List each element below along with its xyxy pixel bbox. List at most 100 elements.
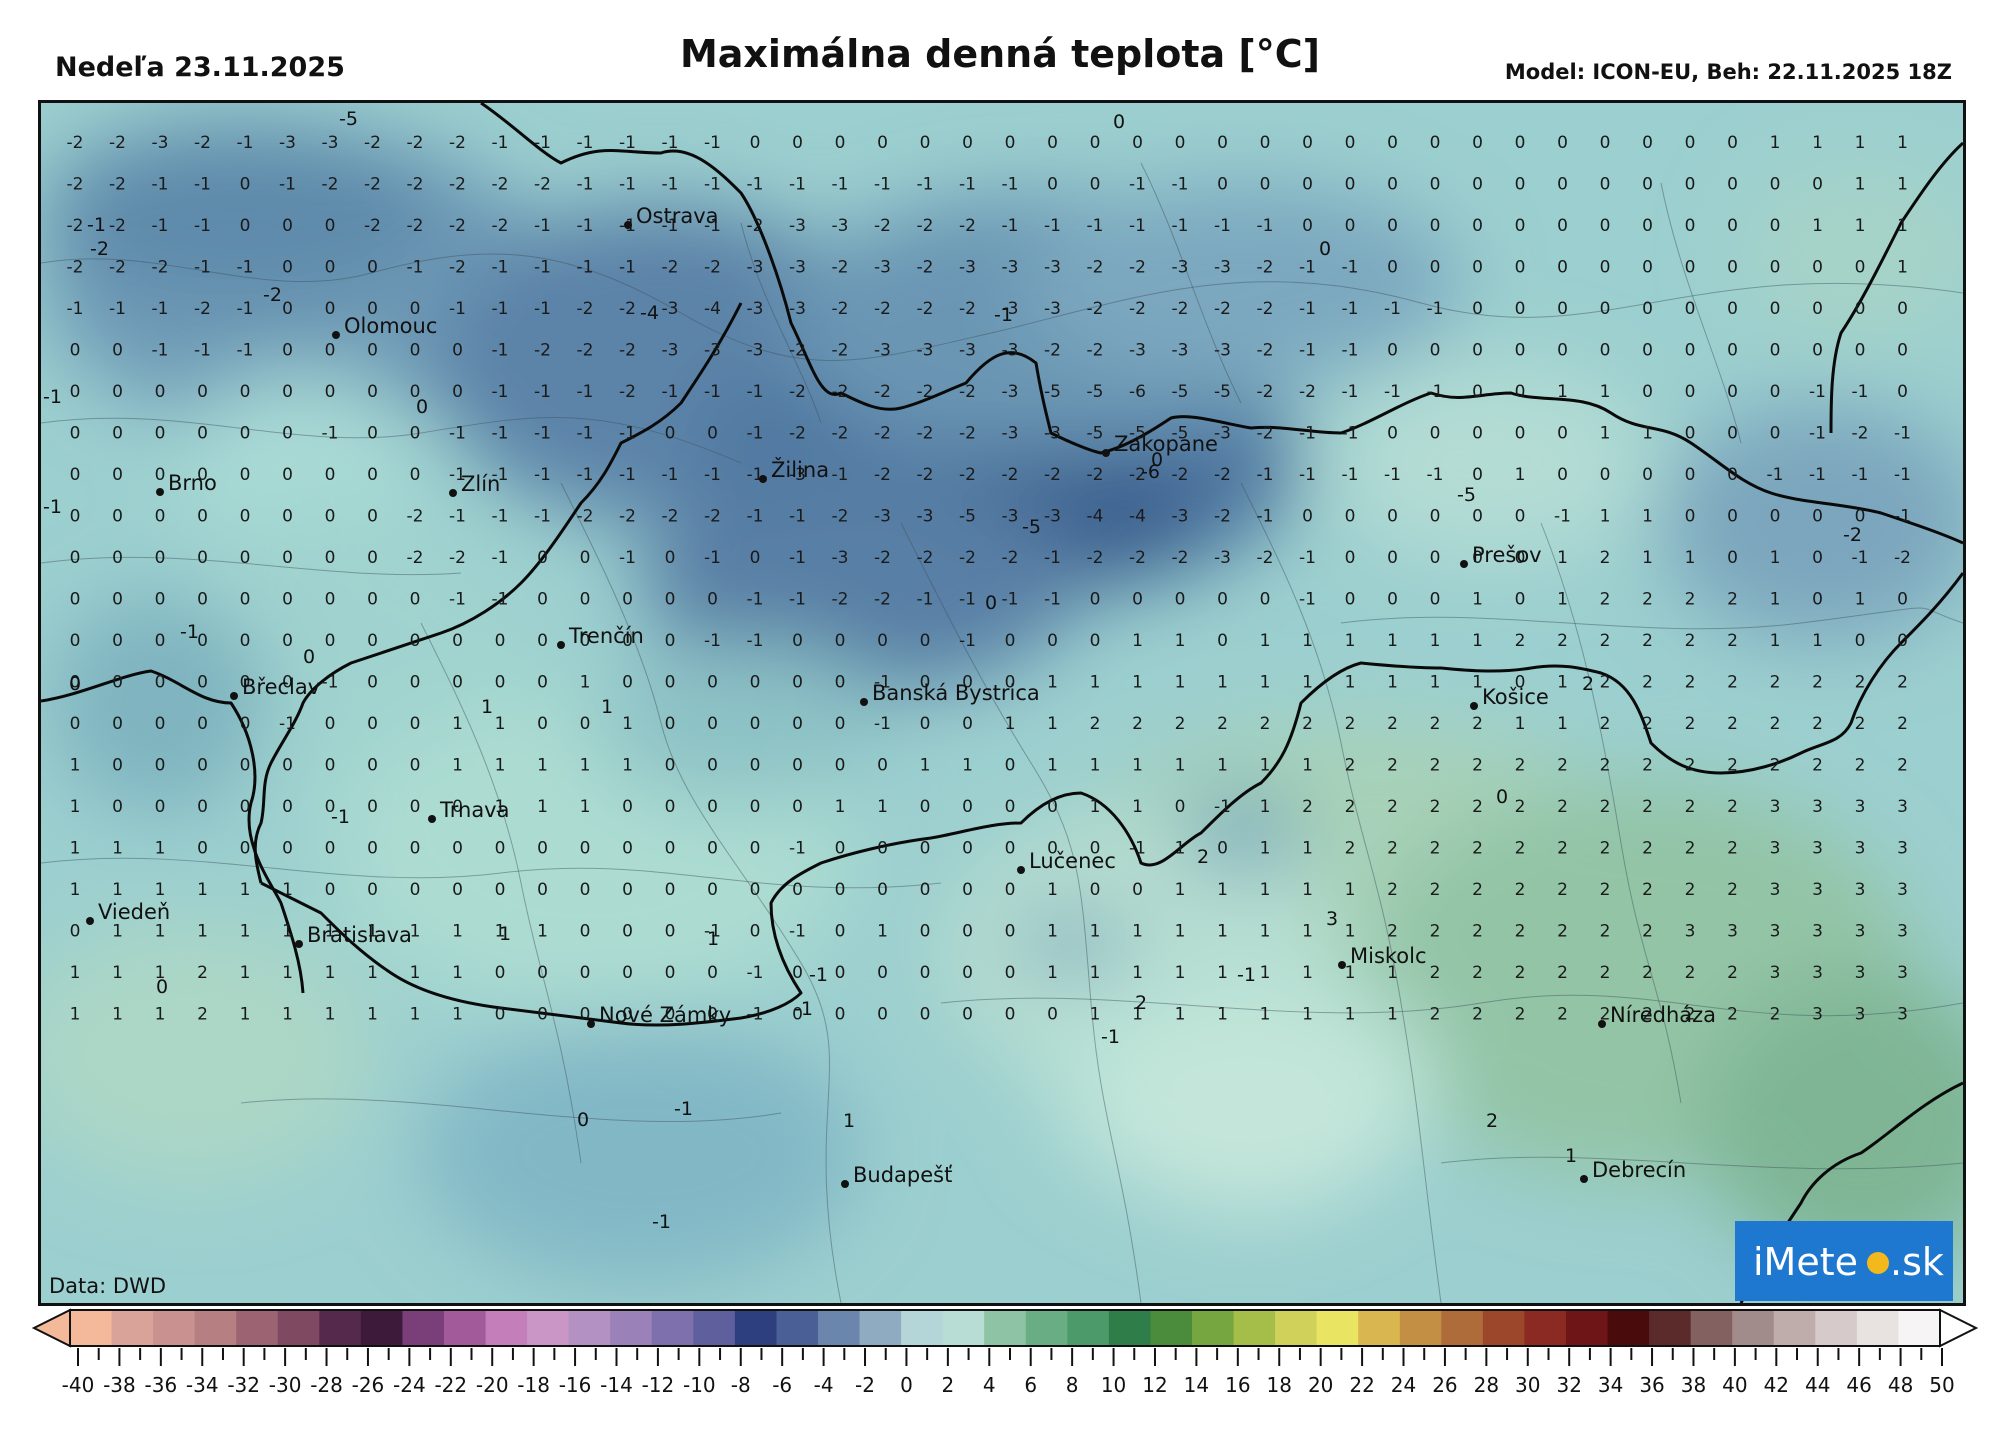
grid-value: -2 xyxy=(194,133,211,153)
grid-value: 0 xyxy=(1897,341,1908,361)
grid-value: 0 xyxy=(1302,133,1313,153)
grid-value: -4 xyxy=(1087,507,1104,527)
scale-cell xyxy=(360,1310,404,1346)
grid-value: 0 xyxy=(750,839,761,859)
grid-value: 0 xyxy=(1727,548,1738,568)
grid-value: -2 xyxy=(1002,548,1019,568)
grid-value: 0 xyxy=(1727,133,1738,153)
grid-value: 0 xyxy=(537,673,548,693)
grid-value: 0 xyxy=(835,631,846,651)
grid-value: 0 xyxy=(410,465,421,485)
grid-value: 0 xyxy=(835,922,846,942)
grid-value: 1 xyxy=(1090,797,1101,817)
grid-value: 0 xyxy=(240,673,251,693)
grid-value: 0 xyxy=(1770,507,1781,527)
grid-value: -3 xyxy=(874,258,891,278)
grid-value: -3 xyxy=(1172,258,1189,278)
grid-value: 0 xyxy=(877,631,888,651)
grid-value: -2 xyxy=(1044,465,1061,485)
grid-value: 0 xyxy=(792,673,803,693)
scale-label: -20 xyxy=(476,1373,509,1397)
grid-value: -2 xyxy=(534,175,551,195)
grid-value: -1 xyxy=(492,424,509,444)
grid-value: 0 xyxy=(197,465,208,485)
grid-value: 0 xyxy=(325,714,336,734)
grid-value: 0 xyxy=(1727,299,1738,319)
grid-value: 0 xyxy=(112,590,123,610)
grid-value: -2 xyxy=(747,216,764,236)
grid-value: 0 xyxy=(1345,507,1356,527)
region-boundaries xyxy=(41,162,1963,1303)
city-marker: Žilina xyxy=(759,457,829,483)
grid-value: 2 xyxy=(1812,714,1823,734)
scale-label: -14 xyxy=(600,1373,633,1397)
grid-value: 2 xyxy=(1557,756,1568,776)
grid-value: 0 xyxy=(495,631,506,651)
city-name: Nové Zámky xyxy=(599,1003,731,1027)
city-name: Brno xyxy=(168,471,217,495)
grid-value: 1 xyxy=(877,797,888,817)
grid-value: 2 xyxy=(1812,756,1823,776)
scale-cell xyxy=(1441,1310,1484,1346)
grid-value: -3 xyxy=(1002,424,1019,444)
scale-cell xyxy=(527,1310,570,1346)
grid-value: -3 xyxy=(1214,548,1231,568)
grid-value: 0 xyxy=(410,424,421,444)
grid-value: 0 xyxy=(495,963,506,983)
grid-value: 0 xyxy=(1430,258,1441,278)
grid-value: 0 xyxy=(665,756,676,776)
grid-value: 3 xyxy=(1812,922,1823,942)
grid-value: 0 xyxy=(452,797,463,817)
grid-value: 0 xyxy=(112,548,123,568)
grid-value: -1 xyxy=(747,175,764,195)
grid-value: 0 xyxy=(1047,1005,1058,1025)
grid-value: 1 xyxy=(1302,963,1313,983)
grid-value: -2 xyxy=(534,341,551,361)
grid-value: 0 xyxy=(197,507,208,527)
grid-value: 1 xyxy=(1345,1005,1356,1025)
city-dot xyxy=(1102,449,1110,457)
grid-value: 2 xyxy=(1430,714,1441,734)
grid-value: -5 xyxy=(1214,382,1231,402)
grid-value: 0 xyxy=(1047,839,1058,859)
city-name: Břeclav xyxy=(242,675,320,699)
grid-value: 0 xyxy=(452,382,463,402)
grid-value: -1 xyxy=(194,175,211,195)
grid-value: 3 xyxy=(1855,839,1866,859)
grid-value: 0 xyxy=(1897,299,1908,319)
grid-value: 0 xyxy=(1345,175,1356,195)
grid-value: 0 xyxy=(70,507,81,527)
grid-value: 0 xyxy=(665,880,676,900)
grid-value: 0 xyxy=(282,797,293,817)
grid-value: 0 xyxy=(580,880,591,900)
grid-value: -3 xyxy=(747,258,764,278)
city-dot xyxy=(587,1020,595,1028)
grid-value: -3 xyxy=(789,258,806,278)
scale-label: 32 xyxy=(1556,1373,1581,1397)
grid-value: 1 xyxy=(1345,880,1356,900)
grid-value: -2 xyxy=(1129,258,1146,278)
grid-value: 2 xyxy=(1175,714,1186,734)
grid-value: -6 xyxy=(1129,382,1146,402)
grid-value: 1 xyxy=(1855,133,1866,153)
grid-value: -1 xyxy=(1257,507,1274,527)
city-dot xyxy=(86,917,94,925)
grid-value: 2 xyxy=(1685,880,1696,900)
grid-value: 1 xyxy=(1557,590,1568,610)
grid-value: -1 xyxy=(619,548,636,568)
grid-value: 1 xyxy=(1175,631,1186,651)
grid-value: 0 xyxy=(707,756,718,776)
grid-value: 0 xyxy=(707,714,718,734)
city-dot xyxy=(841,1180,849,1188)
grid-value: -2 xyxy=(1087,299,1104,319)
grid-value: -5 xyxy=(1129,424,1146,444)
grid-value: 2 xyxy=(1685,839,1696,859)
grid-value: 3 xyxy=(1855,880,1866,900)
grid-value: 1 xyxy=(282,922,293,942)
grid-value: -1 xyxy=(747,1005,764,1025)
grid-value: 0 xyxy=(1727,465,1738,485)
grid-value: 0 xyxy=(792,963,803,983)
logo-text-left: iMete xyxy=(1753,1240,1858,1284)
grid-value: 2 xyxy=(1685,756,1696,776)
grid-value: 0 xyxy=(1472,216,1483,236)
